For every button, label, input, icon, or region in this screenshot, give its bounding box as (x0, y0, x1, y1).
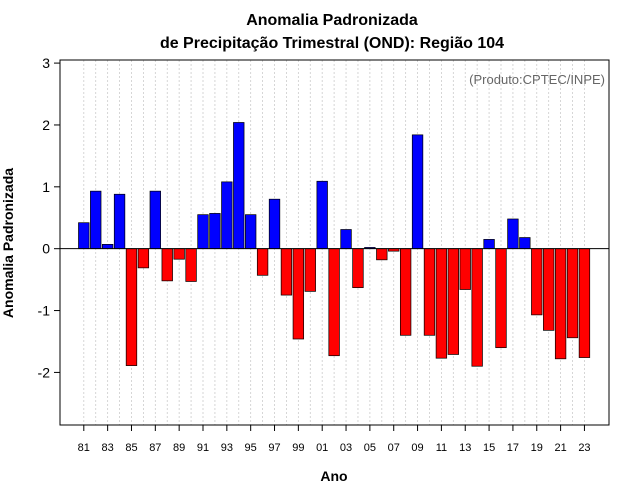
bar-2016 (495, 248, 507, 349)
x-tick-label: 93 (221, 442, 233, 454)
y-axis-label: Anomalia Padronizada (0, 168, 16, 318)
bar-2013 (459, 248, 471, 290)
x-tick-label: 15 (483, 442, 495, 454)
bar-1986 (137, 248, 150, 269)
x-tick-label: 07 (388, 442, 400, 454)
x-tick-label: 19 (531, 442, 543, 454)
bar-1998 (280, 248, 293, 296)
bar-2014 (471, 248, 483, 367)
bar-2012 (447, 248, 459, 355)
bar-1997 (268, 198, 281, 250)
x-tick-label: 91 (197, 442, 209, 454)
x-tick-label: 23 (578, 442, 590, 454)
product-annotation: (Produto:CPTEC/INPE) (469, 72, 605, 87)
x-tick-label: 09 (411, 442, 423, 454)
bar-1989 (173, 248, 185, 260)
y-tick-label: -2 (38, 364, 51, 380)
bar-2011 (435, 248, 448, 359)
chart-title-line1: Anomalia Padronizada (246, 12, 418, 29)
x-tick-label: 81 (78, 442, 90, 454)
bar-1984 (113, 193, 126, 250)
x-tick-label: 97 (268, 442, 280, 454)
x-tick-label: 83 (102, 442, 114, 454)
x-tick-label: 85 (125, 442, 137, 454)
bar-2020 (543, 248, 555, 331)
bar-1999 (292, 248, 305, 340)
bar-2015 (483, 239, 495, 250)
x-tick-label: 21 (554, 442, 566, 454)
bar-1990 (185, 248, 197, 282)
bar-1995 (245, 214, 257, 250)
bar-1992 (209, 213, 221, 250)
bar-1987 (149, 190, 161, 250)
bar-2008 (399, 248, 412, 336)
bar-2001 (316, 180, 328, 250)
bar-1982 (90, 190, 102, 250)
bar-2002 (328, 248, 340, 357)
y-tick-label: 0 (42, 241, 50, 257)
bar-1994 (233, 122, 245, 250)
grid-lines (83, 60, 585, 425)
bar-1985 (125, 248, 138, 366)
bar-1991 (197, 214, 209, 250)
bar-2009 (411, 134, 424, 250)
bar-2019 (531, 248, 543, 316)
y-tick-label: 1 (42, 179, 50, 195)
bar-1988 (161, 248, 173, 282)
bar-2021 (554, 248, 567, 360)
bar-1996 (256, 248, 269, 276)
bar-2018 (519, 237, 531, 250)
x-axis: 81 83 85 87 89 91 93 95 97 99 01 03 05 07 09 11 13 15 17 19… (78, 425, 591, 454)
x-tick-label: 17 (507, 442, 519, 454)
y-tick-label: 2 (42, 117, 50, 133)
bar-2004 (352, 248, 364, 289)
bar-2003 (340, 229, 352, 250)
bar-1983 (101, 244, 114, 250)
bars (78, 122, 591, 367)
x-tick-label: 89 (173, 442, 185, 454)
y-tick-label: 3 (42, 55, 50, 71)
bar-2017 (507, 218, 519, 250)
bar-2010 (423, 248, 436, 336)
chart-title-line2: de Precipitação Trimestral (OND): Região… (160, 35, 504, 52)
bar-2000 (304, 248, 316, 292)
x-axis-label: Ano (320, 468, 347, 484)
x-tick-label: 13 (459, 442, 471, 454)
bar-1993 (221, 181, 233, 250)
bar-2023 (578, 248, 591, 358)
bar-2022 (566, 248, 579, 339)
plot-frame (59, 59, 610, 426)
x-tick-label: 11 (436, 442, 447, 454)
x-tick-label: 05 (364, 442, 376, 454)
x-tick-label: 01 (316, 442, 328, 454)
y-axis: 3 2 1 0 -1 -2 (38, 55, 60, 380)
x-tick-label: 03 (340, 442, 352, 454)
bar-2006 (376, 248, 388, 261)
x-tick-label: 95 (245, 442, 257, 454)
x-tick-label: 87 (149, 442, 161, 454)
y-tick-label: -1 (38, 303, 51, 319)
bar-1981 (78, 222, 90, 250)
x-tick-label: 99 (292, 442, 304, 454)
